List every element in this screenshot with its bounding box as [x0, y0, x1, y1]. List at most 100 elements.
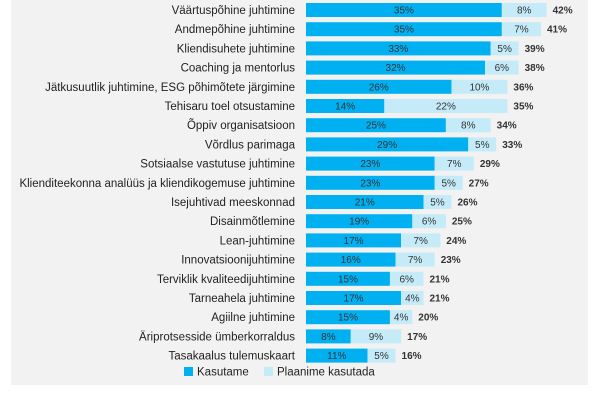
total-label: 21% — [430, 294, 450, 305]
bar-plaanime-kasutada — [501, 3, 547, 17]
data-label-plaanime-kasutada: 5% — [497, 44, 512, 55]
category-label: Võrdlus parimaga — [205, 139, 296, 151]
total-label: 33% — [502, 140, 522, 151]
bar-kasutame — [306, 348, 368, 363]
data-label-plaanime-kasutada: 22% — [436, 102, 456, 113]
bar-plaanime-kasutada — [485, 60, 519, 75]
total-label: 26% — [457, 198, 477, 209]
bar-kasutame — [306, 99, 385, 113]
category-label: Disainmõtlemine — [210, 216, 295, 228]
category-label: Tasakaalus tulemuskaart — [168, 351, 295, 363]
bar-plaanime-kasutada — [434, 175, 463, 190]
data-label-kasutame: 8% — [321, 332, 336, 343]
category-label: Klienditeekonna analüüs ja kliendikogemu… — [19, 178, 295, 190]
total-label: 39% — [525, 44, 545, 55]
data-label-plaanime-kasutada: 6% — [495, 63, 510, 74]
data-label-plaanime-kasutada: 4% — [405, 294, 420, 305]
category-label: Tarneahela juhtimine — [189, 293, 295, 305]
bar-kasutame — [306, 22, 502, 37]
bar-kasutame — [306, 214, 413, 229]
data-label-kasutame: 14% — [335, 102, 355, 113]
category-label: Tehisaru toel otsustamine — [165, 101, 295, 113]
bar-plaanime-kasutada — [350, 329, 402, 344]
data-label-kasutame: 35% — [394, 25, 414, 36]
data-label-kasutame: 35% — [394, 6, 414, 17]
bar-kasutame — [306, 3, 502, 17]
total-label: 25% — [452, 217, 472, 228]
bar-kasutame — [306, 41, 491, 56]
data-label-plaanime-kasutada: 5% — [441, 178, 456, 189]
data-label-kasutame: 32% — [386, 63, 406, 74]
bar-kasutame — [306, 60, 486, 75]
total-label: 17% — [407, 332, 427, 343]
data-label-plaanime-kasutada: 7% — [408, 255, 423, 266]
data-label-kasutame: 15% — [338, 274, 358, 285]
data-label-plaanime-kasutada: 5% — [374, 351, 389, 362]
bar-plaanime-kasutada — [401, 233, 441, 248]
data-label-kasutame: 17% — [344, 236, 364, 247]
bar-kasutame — [306, 156, 435, 171]
total-label: 16% — [402, 351, 422, 362]
data-label-kasutame: 11% — [327, 351, 346, 362]
data-label-kasutame: 29% — [377, 140, 397, 151]
data-label-plaanime-kasutada: 5% — [475, 140, 490, 151]
data-label-plaanime-kasutada: 8% — [461, 121, 476, 132]
bar-kasutame — [306, 329, 351, 344]
total-label: 34% — [497, 121, 517, 132]
bar-plaanime-kasutada — [445, 118, 491, 133]
bar-kasutame — [306, 271, 390, 286]
data-label-plaanime-kasutada: 7% — [514, 25, 529, 36]
bar-plaanime-kasutada — [412, 214, 446, 229]
total-label: 21% — [430, 274, 450, 285]
total-label: 20% — [418, 313, 438, 324]
data-label-kasutame: 23% — [360, 178, 380, 189]
data-label-kasutame: 15% — [338, 313, 358, 324]
category-label: Kliendisuhete juhtimine — [177, 43, 295, 55]
category-label: Äriprotsesside ümberkorraldus — [139, 331, 295, 343]
bar-plaanime-kasutada — [423, 195, 452, 209]
data-label-plaanime-kasutada: 8% — [517, 6, 532, 17]
bar-kasutame — [306, 137, 469, 152]
total-label: 35% — [513, 102, 533, 113]
category-label: Innovatsioonijuhtimine — [181, 255, 295, 267]
legend-label-plaanime-kasutada: Plaanime kasutada — [277, 367, 375, 379]
data-label-plaanime-kasutada: 6% — [422, 217, 437, 228]
data-label-kasutame: 19% — [349, 217, 369, 228]
total-label: 42% — [553, 6, 573, 17]
data-label-kasutame: 26% — [369, 82, 389, 93]
category-label: Väärtuspõhine juhtimine — [172, 5, 295, 17]
data-label-plaanime-kasutada: 7% — [447, 159, 462, 170]
bar-plaanime-kasutada — [490, 41, 519, 56]
data-label-kasutame: 16% — [341, 255, 361, 266]
category-label: Terviklik kvaliteedijuhtimine — [157, 274, 295, 286]
bar-plaanime-kasutada — [395, 252, 435, 267]
data-label-kasutame: 23% — [360, 159, 380, 170]
bar-plaanime-kasutada — [389, 271, 424, 286]
total-label: 38% — [525, 63, 545, 74]
legend-label-kasutame: Kasutame — [197, 367, 249, 379]
bar-kasutame — [306, 233, 402, 248]
legend-swatch-plaanime-kasutada — [264, 367, 273, 376]
category-label: Õppiv organisatsioon — [187, 119, 295, 132]
data-label-plaanime-kasutada: 4% — [394, 313, 409, 324]
total-label: 41% — [547, 25, 567, 36]
bar-kasutame — [306, 175, 435, 190]
bar-kasutame — [306, 252, 396, 267]
data-label-kasutame: 21% — [355, 198, 375, 209]
category-label: Isejuhtivad meeskonnad — [171, 197, 295, 209]
data-label-kasutame: 33% — [388, 44, 408, 55]
category-label: Agiilne juhtimine — [211, 312, 295, 324]
category-label: Coaching ja mentorlus — [181, 63, 296, 75]
total-label: 29% — [480, 159, 500, 170]
chart-background — [11, 0, 588, 385]
total-label: 24% — [446, 236, 466, 247]
category-label: Jätkusuutlik juhtimine, ESG põhimõtete j… — [45, 82, 295, 94]
total-label: 27% — [469, 178, 489, 189]
bar-kasutame — [306, 310, 390, 325]
category-label: Sotsiaalse vastutuse juhtimine — [140, 159, 295, 171]
total-label: 36% — [513, 82, 533, 93]
bar-kasutame — [306, 118, 446, 133]
bar-kasutame — [306, 291, 402, 305]
category-label: Lean-juhtimine — [220, 235, 295, 247]
